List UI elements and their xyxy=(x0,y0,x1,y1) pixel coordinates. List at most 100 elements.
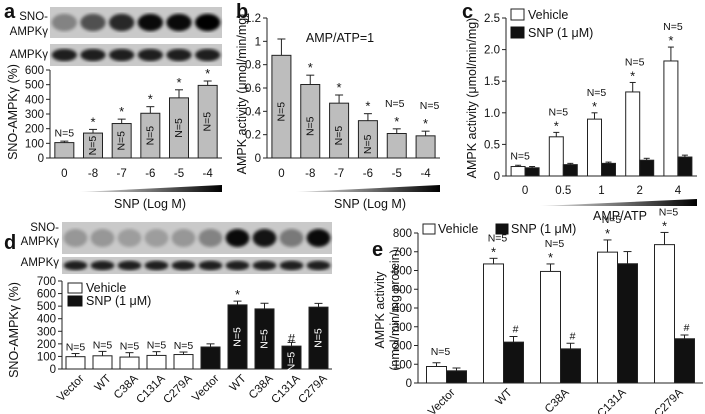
bar-snp xyxy=(601,162,616,177)
bar-snp xyxy=(639,159,655,177)
legend-swatch-vehicle-e xyxy=(422,223,436,235)
y-tick-label: 0 xyxy=(38,153,44,165)
x-tick-label: C279A xyxy=(161,373,195,407)
legend-label-vehicle: Vehicle xyxy=(528,8,568,22)
x-tick-label: -8 xyxy=(305,168,315,180)
n-label: N=5 xyxy=(66,342,86,354)
y-axis-label-b: AMPK activity (μmol/min/mg) xyxy=(235,14,249,175)
bar-b xyxy=(415,135,436,159)
n-label: N=5 xyxy=(286,352,298,372)
chart-title-b: AMP/ATP=1 xyxy=(306,31,374,45)
blot-d-ampk-band xyxy=(117,260,142,271)
y-tick-label: 300 xyxy=(393,322,412,334)
blot-d-ampk-band xyxy=(306,260,331,271)
y-tick-label: 2.5 xyxy=(484,13,500,25)
x-tick-label: -6 xyxy=(145,168,155,180)
significance-marker: * xyxy=(308,60,313,75)
blot-a-sno-band xyxy=(109,13,135,32)
y-tick-label: 800 xyxy=(393,228,412,240)
n-label: N=5 xyxy=(93,339,113,351)
x-tick-label: C131A xyxy=(134,373,168,407)
bar-vehicle xyxy=(587,118,602,177)
blot-label-sno-d: SNO- xyxy=(30,222,59,234)
x-tick-label: 0 xyxy=(278,168,284,180)
blot-d-sno-band xyxy=(306,229,331,247)
significance-marker: * xyxy=(235,287,240,302)
legend-label-snp-e: SNP (1 μM) xyxy=(511,222,576,236)
y-tick-label: 500 xyxy=(25,80,44,92)
x-tick-label: C38A xyxy=(543,387,572,414)
y-tick-label: 600 xyxy=(37,289,56,301)
bar-snp xyxy=(200,346,221,370)
n-label: N=5 xyxy=(202,112,214,132)
n-label: N=5 xyxy=(87,136,99,156)
bar-vehicle xyxy=(548,136,564,177)
bar-vehicle xyxy=(426,366,447,384)
x-tick-label: C131A xyxy=(269,373,303,407)
x-tick-label: WT xyxy=(494,387,515,408)
y-tick-label: 100 xyxy=(25,138,44,150)
n-label: N=5 xyxy=(304,116,316,136)
bar-snp xyxy=(503,341,524,384)
bar-vehicle xyxy=(597,251,618,384)
panel-letter-e: e xyxy=(372,239,383,261)
n-label: N=5 xyxy=(333,126,345,146)
blot-label-sno-d-2: AMPKγ xyxy=(21,236,60,248)
significance-marker: * xyxy=(592,99,597,114)
x-axis-label-c: AMP/ATP xyxy=(593,209,647,223)
significance-marker: * xyxy=(148,92,153,107)
x-tick-label: 4 xyxy=(675,185,682,197)
significance-marker: * xyxy=(548,250,553,265)
legend-label-vehicle-d: Vehicle xyxy=(86,281,126,295)
x-tick-label: -6 xyxy=(363,168,373,180)
n-label: N=5 xyxy=(587,87,607,99)
bar-vehicle xyxy=(146,354,167,370)
n-label: N=5 xyxy=(545,238,565,250)
legend-swatch-snp xyxy=(510,26,525,39)
blot-d-ampk-band xyxy=(252,260,277,271)
y-tick-label: 0.5 xyxy=(484,139,500,151)
y-tick-label: 700 xyxy=(37,276,56,288)
blot-label-ampk-d: AMPKγ xyxy=(21,257,60,269)
x-tick-label: C131A xyxy=(595,387,629,414)
x-tick-label: WT xyxy=(228,373,249,394)
y-tick-label: 0 xyxy=(406,378,412,390)
x-tick-label: C279A xyxy=(652,387,686,414)
n-label: N=5 xyxy=(120,341,140,353)
concentration-wedge-a xyxy=(80,185,222,192)
y-tick-label: 2.0 xyxy=(484,45,500,57)
n-label: N=5 xyxy=(144,126,156,146)
y-tick-label: 0.2 xyxy=(245,130,261,142)
n-label: N=5 xyxy=(174,340,194,352)
y-tick-label: 400 xyxy=(393,303,412,315)
bar-vehicle xyxy=(119,356,140,370)
blot-label-sno: SNO- xyxy=(19,11,48,23)
y-tick-label: 0.8 xyxy=(245,60,261,72)
n-label: N=5 xyxy=(488,232,508,244)
legend-label-snp-d: SNP (1 μM) xyxy=(86,294,151,308)
n-label: N=5 xyxy=(663,21,683,33)
y-tick-label: 0 xyxy=(255,153,261,165)
blot-a-ampk-band xyxy=(51,48,77,62)
blot-label-ampk: AMPKγ xyxy=(10,49,49,61)
n-label: N=5 xyxy=(602,214,622,226)
significance-marker: # xyxy=(288,331,296,346)
legend-label-vehicle-e: Vehicle xyxy=(438,222,478,236)
n-label: N=5 xyxy=(173,118,185,138)
x-tick-label: 0 xyxy=(522,185,528,197)
blot-a-ampk-band xyxy=(166,48,192,62)
y-tick-label: 0.6 xyxy=(245,83,261,95)
bar-vehicle xyxy=(92,355,113,370)
x-tick-label: 0.5 xyxy=(555,185,571,197)
blot-a-ampk-band xyxy=(137,48,163,62)
y-axis-label-c: AMPK activity (μmol/min/mg) xyxy=(465,18,479,179)
y-axis-label-e: AMPK activity xyxy=(373,271,387,349)
bar-vehicle xyxy=(173,354,194,370)
x-tick-label: -7 xyxy=(117,168,127,180)
concentration-wedge-c xyxy=(540,199,697,206)
y-tick-label: 200 xyxy=(393,341,412,353)
significance-marker: * xyxy=(491,244,496,259)
x-tick-label: -5 xyxy=(174,168,184,180)
bar-snp xyxy=(562,164,578,177)
